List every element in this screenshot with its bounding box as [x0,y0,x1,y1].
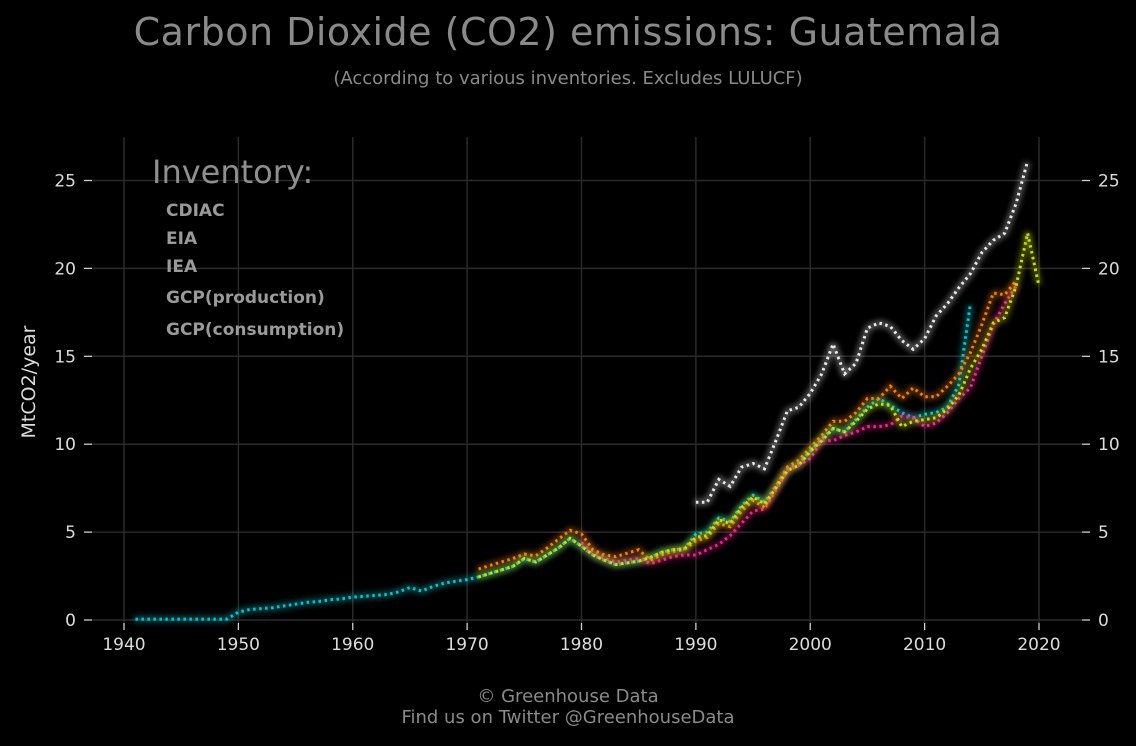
copyright-text: © Greenhouse Data [477,686,659,707]
twitter-credit: Find us on Twitter @GreenhouseData [401,707,735,728]
legend-label-gcp-production: GCP(production) [166,288,325,308]
x-tick-label-1990: 1990 [674,635,717,655]
y-axis-label: MtCO2/year [18,325,40,438]
legend-title: Inventory: [152,153,313,191]
legend: Inventory: CDIAC EIA IEA GCP(production) GCP… [108,153,344,340]
y-tick-label-left-25: 25 [54,172,76,192]
series-line-iea [478,279,1018,571]
y-tick-label-left-10: 10 [54,435,76,455]
series-line-cdiac [135,303,972,621]
x-tick-label-1950: 1950 [217,635,260,655]
x-tick-label-1960: 1960 [331,635,374,655]
x-tick-label-2000: 2000 [789,635,832,655]
series-line-gcp-consumption [695,160,1030,504]
x-tick-label-2010: 2010 [903,635,946,655]
grid [92,137,1082,623]
chart-title: Carbon Dioxide (CO2) emissions: Guatemal… [133,10,1003,54]
series-eia [580,285,1018,566]
series-line-gcp-production [478,232,1041,579]
series-lines [135,160,1041,621]
series-gcp-production [478,232,1041,579]
footer: © Greenhouse Data Find us on Twitter @Gr… [0,686,1136,728]
y-tick-label-right-20: 20 [1098,259,1120,279]
x-tick-label-1970: 1970 [445,635,488,655]
series-cdiac [135,303,972,621]
y-tick-label-right-0: 0 [1098,611,1109,631]
legend-label-eia: EIA [166,229,198,249]
y-tick-label-left-15: 15 [54,347,76,367]
y-tick-label-left-20: 20 [54,259,76,279]
series-line-eia [580,285,1018,566]
x-tick-label-1940: 1940 [102,635,145,655]
y-tick-label-left-5: 5 [65,523,76,543]
chart-subtitle: (According to various inventories. Exclu… [333,68,803,89]
y-tick-label-right-10: 10 [1098,435,1120,455]
legend-label-gcp-consumption: GCP(consumption) [166,320,344,340]
series-iea [478,279,1018,571]
legend-label-cdiac: CDIAC [166,201,225,221]
y-tick-label-right-5: 5 [1098,523,1109,543]
legend-label-iea: IEA [166,257,198,277]
x-tick-label-1980: 1980 [560,635,603,655]
y-tick-label-right-15: 15 [1098,347,1120,367]
y-tick-label-left-0: 0 [65,611,76,631]
series-gcp-consumption [695,160,1030,504]
x-tick-label-2020: 2020 [1017,635,1060,655]
y-tick-label-right-25: 25 [1098,172,1120,192]
